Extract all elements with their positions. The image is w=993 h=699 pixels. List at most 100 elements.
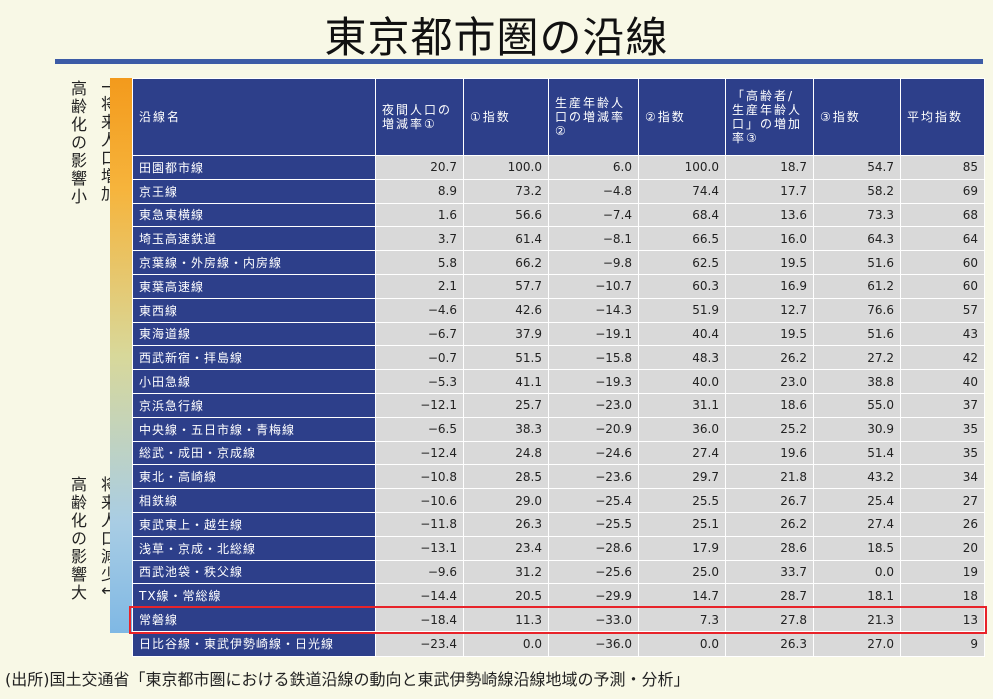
cell-pop-change: −12.4	[375, 440, 464, 466]
cell-average-index: 9	[900, 630, 985, 657]
cell-index3: 18.5	[813, 535, 901, 561]
table-row: 田園都市線 20.7 100.0 6.0 100.0 18.7 54.7 85	[132, 155, 985, 180]
cell-pop-change: −10.6	[375, 488, 464, 513]
cell-index3: 27.2	[813, 345, 901, 371]
cell-elderly-ratio-change: 26.2	[725, 345, 814, 371]
cell-index3: 27.4	[813, 511, 901, 537]
cell-pop-change: −4.6	[375, 297, 464, 323]
cell-working-age-change: −15.8	[548, 345, 639, 371]
cell-working-age-change: −28.6	[548, 535, 639, 561]
cell-line-name: 日比谷線・東武伊勢崎線・日光線	[132, 630, 376, 657]
cell-index2: 25.0	[638, 559, 726, 585]
cell-average-index: 60	[900, 273, 985, 299]
table-row: 日比谷線・東武伊勢崎線・日光線 −23.4 0.0 −36.0 0.0 26.3 27.0 9	[132, 630, 985, 657]
cell-index2: 40.4	[638, 321, 726, 347]
cell-average-index: 35	[900, 416, 985, 442]
cell-index2: 74.4	[638, 178, 726, 204]
cell-line-name: 浅草・京成・北総線	[132, 535, 376, 561]
cell-average-index: 37	[900, 392, 985, 418]
cell-working-age-change: −4.8	[548, 178, 639, 204]
cell-pop-change: 8.9	[375, 178, 464, 204]
cell-line-name: 東海道線	[132, 321, 376, 347]
cell-index2: 62.5	[638, 250, 726, 275]
table-row: 小田急線 −5.3 41.1 −19.3 40.0 23.0 38.8 40	[132, 369, 985, 394]
cell-line-name: 東北・高崎線	[132, 464, 376, 490]
cell-line-name: 埼玉高速鉄道	[132, 226, 376, 252]
cell-pop-change: 2.1	[375, 273, 464, 299]
table-row: 中央線・五日市線・青梅線 −6.5 38.3 −20.9 36.0 25.2 30.9 35	[132, 416, 985, 442]
cell-index3: 27.0	[813, 630, 901, 657]
cell-index2: 14.7	[638, 583, 726, 609]
cell-index1: 57.7	[463, 273, 549, 299]
railway-lines-table: 沿線名 夜間人口の増減率① ①指数 生産年齢人口の増減率② ②指数 「高齢者/生…	[132, 78, 985, 657]
cell-index3: 51.4	[813, 440, 901, 466]
cell-index3: 25.4	[813, 488, 901, 513]
cell-working-age-change: −19.3	[548, 369, 639, 394]
cell-line-name: 常磐線	[132, 607, 376, 632]
cell-index1: 23.4	[463, 535, 549, 561]
cell-average-index: 27	[900, 488, 985, 513]
cell-working-age-change: −10.7	[548, 273, 639, 299]
cell-average-index: 40	[900, 369, 985, 394]
cell-pop-change: −13.1	[375, 535, 464, 561]
cell-elderly-ratio-change: 21.8	[725, 464, 814, 490]
cell-elderly-ratio-change: 19.6	[725, 440, 814, 466]
gradient-bar	[110, 78, 132, 633]
table-row: 京浜急行線 −12.1 25.7 −23.0 31.1 18.6 55.0 37	[132, 392, 985, 418]
table-row: 東海道線 −6.7 37.9 −19.1 40.4 19.5 51.6 43	[132, 321, 985, 347]
cell-index2: 31.1	[638, 392, 726, 418]
cell-index3: 54.7	[813, 155, 901, 180]
cell-line-name: 田園都市線	[132, 155, 376, 180]
side-label-bottom-col2: 高齢化の影響大	[68, 476, 87, 602]
cell-index2: 27.4	[638, 440, 726, 466]
table-row: 相鉄線 −10.6 29.0 −25.4 25.5 26.7 25.4 27	[132, 488, 985, 513]
cell-index1: 66.2	[463, 250, 549, 275]
cell-pop-change: −12.1	[375, 392, 464, 418]
cell-line-name: 小田急線	[132, 369, 376, 394]
cell-average-index: 57	[900, 297, 985, 323]
cell-index2: 25.1	[638, 511, 726, 537]
cell-index1: 56.6	[463, 202, 549, 228]
cell-average-index: 43	[900, 321, 985, 347]
header-working-age-change: 生産年齢人口の増減率②	[548, 78, 639, 156]
cell-elderly-ratio-change: 16.0	[725, 226, 814, 252]
cell-pop-change: −6.7	[375, 321, 464, 347]
cell-working-age-change: −19.1	[548, 321, 639, 347]
cell-working-age-change: −29.9	[548, 583, 639, 609]
table-header-row: 沿線名 夜間人口の増減率① ①指数 生産年齢人口の増減率② ②指数 「高齢者/生…	[132, 78, 985, 156]
cell-elderly-ratio-change: 18.6	[725, 392, 814, 418]
cell-working-age-change: −33.0	[548, 607, 639, 632]
cell-index3: 21.3	[813, 607, 901, 632]
cell-index1: 24.8	[463, 440, 549, 466]
cell-index2: 29.7	[638, 464, 726, 490]
cell-average-index: 42	[900, 345, 985, 371]
cell-working-age-change: −25.5	[548, 511, 639, 537]
cell-average-index: 68	[900, 202, 985, 228]
cell-line-name: 西武新宿・拝島線	[132, 345, 376, 371]
cell-index3: 64.3	[813, 226, 901, 252]
cell-elderly-ratio-change: 23.0	[725, 369, 814, 394]
cell-elderly-ratio-change: 28.7	[725, 583, 814, 609]
side-label-top-col2: 高齢化の影響小	[68, 80, 87, 206]
cell-line-name: TX線・常総線	[132, 583, 376, 609]
cell-index3: 38.8	[813, 369, 901, 394]
cell-index1: 100.0	[463, 155, 549, 180]
cell-index1: 28.5	[463, 464, 549, 490]
cell-elderly-ratio-change: 18.7	[725, 155, 814, 180]
cell-line-name: 東武東上・越生線	[132, 511, 376, 537]
cell-average-index: 19	[900, 559, 985, 585]
cell-index3: 30.9	[813, 416, 901, 442]
table-row: 東武東上・越生線 −11.8 26.3 −25.5 25.1 26.2 27.4 26	[132, 511, 985, 537]
cell-index3: 58.2	[813, 178, 901, 204]
cell-index3: 51.6	[813, 321, 901, 347]
cell-average-index: 26	[900, 511, 985, 537]
cell-working-age-change: −14.3	[548, 297, 639, 323]
cell-working-age-change: −8.1	[548, 226, 639, 252]
cell-index3: 0.0	[813, 559, 901, 585]
cell-index2: 17.9	[638, 535, 726, 561]
header-index1: ①指数	[463, 78, 549, 156]
cell-elderly-ratio-change: 27.8	[725, 607, 814, 632]
cell-index1: 0.0	[463, 630, 549, 657]
table-row: 京王線 8.9 73.2 −4.8 74.4 17.7 58.2 69	[132, 178, 985, 204]
table-row: 東西線 −4.6 42.6 −14.3 51.9 12.7 76.6 57	[132, 297, 985, 323]
